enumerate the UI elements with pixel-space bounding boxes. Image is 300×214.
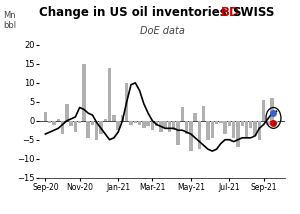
Bar [185,121,188,134]
Legend: Weekly change, 4wk mavg, Forecast, API actual: Weekly change, 4wk mavg, Forecast, API a… [20,213,242,214]
Bar [138,121,141,125]
Bar [258,121,261,140]
Bar [219,121,223,123]
Bar [176,121,180,145]
Bar [95,121,98,140]
Bar [275,121,278,123]
Bar [202,106,206,121]
Bar [241,121,244,126]
Bar [56,119,60,121]
Text: Mn: Mn [3,11,16,20]
Text: bbl: bbl [3,21,16,30]
Bar [215,121,218,124]
Bar [44,112,47,121]
Bar [121,115,124,121]
Bar [151,121,154,130]
Bar [125,83,128,121]
Bar [142,121,146,128]
Bar [116,121,120,130]
Bar [164,121,167,128]
Bar [74,121,77,132]
Bar [99,121,103,134]
Bar [211,121,214,138]
Bar [91,121,94,125]
Bar [108,68,111,121]
Bar [146,121,150,126]
Text: DoE data: DoE data [140,26,184,36]
Bar [134,121,137,123]
Text: Change in US oil inventories: Change in US oil inventories [39,6,231,19]
Bar [224,121,227,134]
Bar [103,119,107,121]
Bar [266,121,270,125]
Bar [172,121,176,130]
Bar [262,100,265,121]
Bar [155,121,158,126]
Bar [112,115,116,121]
Bar [249,121,253,128]
Bar [69,121,73,126]
Bar [232,121,236,138]
Bar [189,121,193,151]
Bar [78,121,81,123]
Bar [271,98,274,121]
Bar [168,121,171,132]
Bar [194,113,197,121]
Bar [159,121,163,132]
Bar [236,121,240,147]
Text: BD: BD [220,6,239,19]
Bar [86,121,90,138]
Text: SWISS: SWISS [232,6,275,19]
Bar [61,121,64,134]
Bar [253,121,257,136]
Bar [82,64,85,121]
Bar [206,121,210,140]
Bar [129,121,133,125]
Bar [228,121,231,126]
Bar [245,121,248,138]
Bar [65,104,68,121]
Bar [198,121,201,149]
Bar [48,121,51,123]
Bar [181,107,184,121]
Bar [52,121,56,125]
